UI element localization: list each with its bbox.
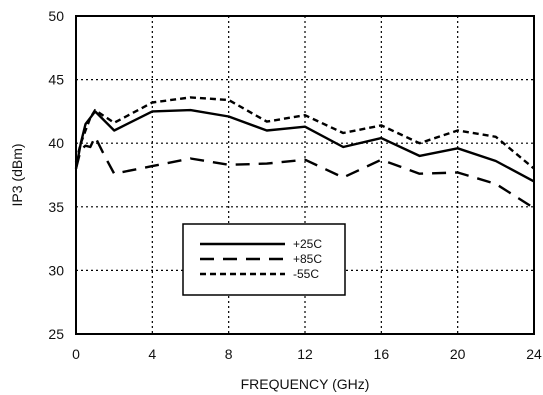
- y-tick-label: 45: [48, 72, 64, 88]
- series-line: [74, 135, 535, 210]
- x-tick-label: 24: [526, 346, 542, 362]
- legend-label: +25C: [293, 237, 322, 251]
- series-line: [74, 108, 535, 183]
- legend: +25C+85C-55C: [182, 223, 346, 296]
- x-tick-label: 4: [148, 346, 156, 362]
- y-tick-label: 25: [48, 326, 64, 342]
- x-tick-label: 20: [450, 346, 466, 362]
- series-line: [74, 96, 535, 170]
- y-tick-label: 50: [48, 8, 64, 24]
- legend-label: +85C: [293, 252, 322, 266]
- y-tick-label: 35: [48, 199, 64, 215]
- x-tick-label: 12: [297, 346, 313, 362]
- tick-labels: 0 4 8 12 16 20 24 25 30 35 40 45 50: [48, 8, 542, 362]
- x-axis-title: FREQUENCY (GHz): [241, 376, 370, 392]
- y-tick-label: 30: [48, 262, 64, 278]
- plot-frame: [75, 15, 535, 335]
- legend-label: -55C: [293, 267, 319, 281]
- y-axis-title: IP3 (dBm): [9, 143, 25, 206]
- y-tick-label: 40: [48, 135, 64, 151]
- x-tick-label: 8: [225, 346, 233, 362]
- x-tick-label: 0: [72, 346, 80, 362]
- series-lines: [74, 96, 535, 210]
- x-tick-label: 16: [374, 346, 390, 362]
